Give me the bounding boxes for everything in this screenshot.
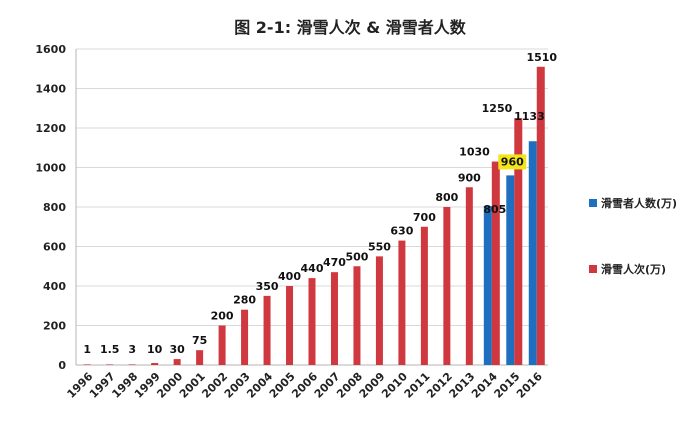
y-tick-label: 400 [43, 280, 66, 293]
bar-ski-visits [308, 278, 316, 365]
bar-ski-visits [443, 207, 451, 365]
legend-swatch [589, 199, 597, 207]
data-label-ski-visits: 1 [83, 343, 91, 356]
legend-item-ski-visits: 滑雪人次(万) [589, 262, 666, 276]
data-label-ski-visits: 200 [211, 310, 234, 323]
bar-skiers [528, 141, 537, 365]
data-label-ski-visits: 1250 [482, 102, 513, 115]
bar-ski-visits [173, 359, 181, 365]
data-label-skiers: 1133 [514, 110, 545, 123]
bar-ski-visits [128, 364, 136, 365]
legend-swatch [589, 265, 597, 273]
bar-ski-visits [218, 325, 226, 365]
data-label-ski-visits: 280 [233, 294, 256, 307]
chart-title: 图 2-1: 滑雪人次 & 滑雪者人数 [234, 18, 467, 37]
data-label-ski-visits: 550 [368, 240, 391, 253]
bar-ski-visits [420, 226, 428, 365]
bar-ski-visits [196, 350, 204, 365]
data-label-ski-visits: 700 [413, 211, 436, 224]
bar-ski-visits [151, 363, 159, 365]
data-label-skiers: 960 [501, 155, 524, 168]
data-label-ski-visits: 3 [128, 343, 136, 356]
bar-ski-visits [514, 118, 523, 365]
y-tick-label: 0 [58, 359, 66, 372]
bar-ski-visits [398, 240, 406, 365]
bar-ski-visits [106, 364, 114, 365]
bar-ski-visits [536, 66, 545, 366]
legend-label: 滑雪人次(万) [601, 262, 666, 276]
data-label-ski-visits: 1510 [526, 51, 557, 64]
legend: 滑雪者人数(万) 滑雪人次(万) [589, 196, 677, 276]
data-label-ski-visits: 1.5 [100, 343, 120, 356]
bar-ski-visits [353, 266, 361, 365]
data-label-ski-visits: 400 [278, 270, 301, 283]
y-tick-label: 200 [43, 320, 66, 333]
data-label-ski-visits: 800 [435, 191, 458, 204]
data-label-ski-visits: 30 [169, 343, 185, 356]
x-tick-label: 2016 [514, 370, 545, 401]
data-label-ski-visits: 1030 [459, 146, 490, 159]
data-label-highlight [498, 154, 527, 170]
bar-ski-visits [330, 272, 338, 365]
grid [76, 48, 548, 326]
y-tick-label: 800 [43, 201, 66, 214]
data-label-ski-visits: 630 [390, 225, 413, 238]
legend-label: 滑雪者人数(万) [601, 196, 677, 210]
bar-ski-visits [83, 364, 91, 365]
y-tick-label: 1200 [35, 122, 66, 135]
bar-ski-visits [465, 187, 473, 365]
data-label-ski-visits: 500 [345, 250, 368, 263]
data-label-ski-visits: 75 [192, 334, 207, 347]
bar-ski-visits [263, 295, 271, 365]
data-label-skiers: 805 [483, 203, 506, 216]
y-tick-label: 1600 [35, 43, 66, 56]
y-tick-label: 1000 [35, 162, 66, 175]
y-tick-label: 1400 [35, 83, 66, 96]
bar-ski-visits [241, 309, 249, 365]
data-label-ski-visits: 350 [256, 280, 279, 293]
bar-skiers [506, 175, 515, 365]
bar-ski-visits [375, 256, 383, 365]
y-tick-label: 600 [43, 241, 66, 254]
data-label-ski-visits: 10 [147, 343, 163, 356]
legend-item-skiers: 滑雪者人数(万) [589, 196, 677, 210]
bars [83, 66, 545, 366]
data-label-ski-visits: 470 [323, 256, 346, 269]
bar-ski-visits [491, 161, 500, 365]
data-label-ski-visits: 440 [301, 262, 324, 275]
bar-skiers [483, 206, 492, 365]
bar-ski-visits [286, 286, 294, 365]
data-label-ski-visits: 900 [458, 171, 481, 184]
